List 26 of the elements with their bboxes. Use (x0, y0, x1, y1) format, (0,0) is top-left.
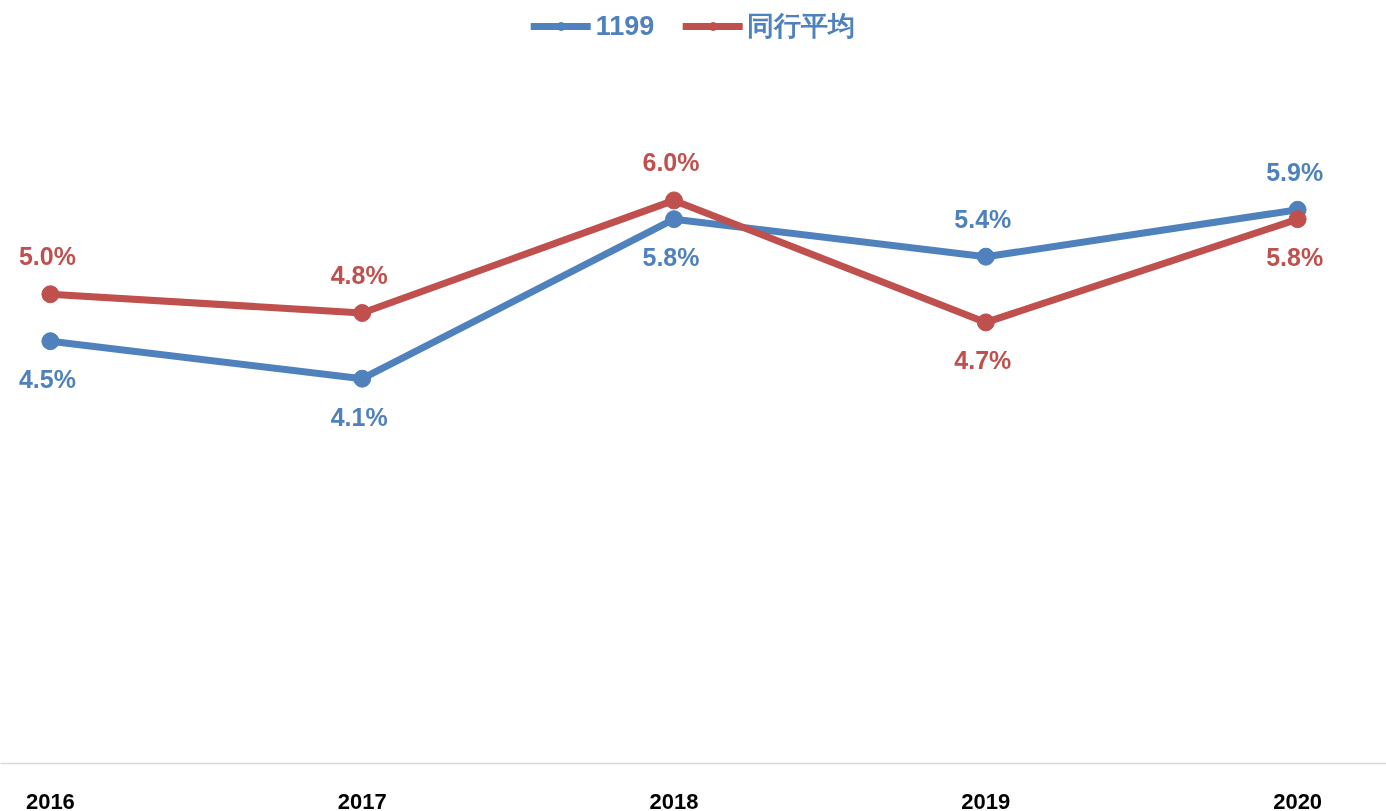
legend-label: 1199 (595, 10, 655, 42)
data-label: 5.4% (954, 204, 1012, 233)
point (353, 369, 372, 388)
x-tick-label: 2020 (1273, 788, 1323, 811)
point (976, 247, 995, 266)
legend-label: 同行平均 (747, 10, 856, 43)
point (1288, 210, 1307, 229)
data-label: 4.1% (330, 402, 388, 431)
data-label: 5.9% (1266, 157, 1324, 186)
data-label: 5.0% (18, 242, 76, 271)
data-label: 6.0% (642, 148, 700, 177)
data-label: 5.8% (1266, 243, 1324, 272)
x-tick-label: 2018 (649, 788, 699, 811)
point (41, 285, 60, 304)
point (976, 313, 995, 332)
x-tick-label: 2019 (961, 788, 1011, 811)
x-tick-label: 2017 (337, 788, 387, 811)
point (353, 304, 372, 322)
x-tick-label: 2016 (25, 788, 75, 811)
point (665, 191, 684, 210)
data-label: 4.5% (18, 365, 76, 394)
data-label: 4.7% (954, 346, 1012, 375)
data-label: 4.8% (330, 261, 388, 290)
point (665, 210, 684, 229)
data-label: 5.8% (642, 243, 700, 272)
point (41, 332, 60, 351)
